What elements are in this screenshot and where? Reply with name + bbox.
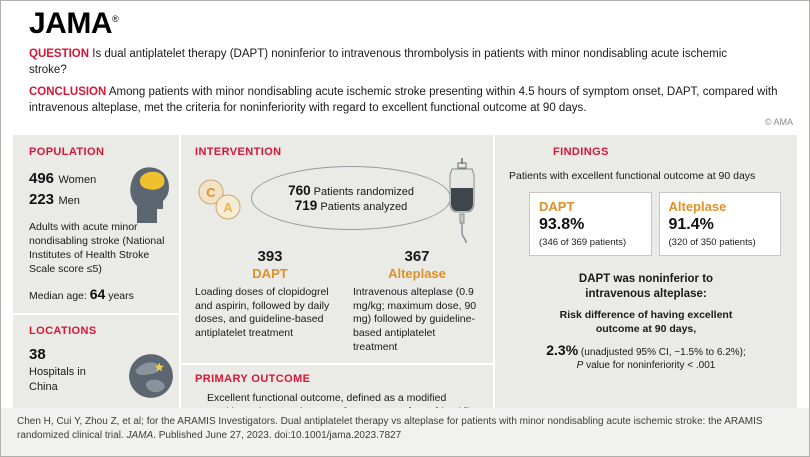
pill-letter-a: A — [223, 200, 233, 215]
conclusion-block: CONCLUSION Among patients with minor non… — [29, 84, 787, 116]
result-alteplase-detail: (320 of 350 patients) — [668, 237, 756, 248]
risk-difference-label: Risk difference of having excellent outc… — [559, 308, 733, 335]
conclusion-text: Among patients with minor nondisabling a… — [29, 86, 778, 115]
men-label: Men — [58, 195, 80, 207]
risk-difference-value: 2.3% — [546, 342, 579, 359]
dapt-name: DAPT — [252, 266, 288, 281]
population-description: Adults with acute minor nondisabling str… — [29, 221, 165, 275]
men-count: 223 — [29, 191, 55, 208]
alteplase-description: Intravenous alteplase (0.9 mg/kg; maximu… — [353, 286, 477, 353]
column-divider — [179, 135, 181, 408]
findings-column: FINDINGS Patients with excellent functio… — [495, 135, 797, 408]
result-box-dapt: DAPT 93.8% (346 of 369 patients) — [529, 192, 652, 256]
women-stat: 496 Women — [29, 170, 119, 188]
treatment-arms: 393 DAPT Loading doses of clopidogrel an… — [195, 248, 481, 354]
findings-subtitle: Patients with excellent functional outco… — [509, 170, 756, 182]
section-divider — [181, 363, 493, 366]
result-dapt-percent: 93.8% — [539, 216, 585, 233]
randomization-oval: 760 Patients randomized 719 Patients ana… — [251, 166, 451, 230]
noninferiority-block: DAPT was noninferior to intravenous alte… — [509, 272, 783, 371]
population-stats: 496 Women 223 Men — [29, 167, 169, 223]
header: JAMA® QUESTION Is dual antiplatelet ther… — [1, 1, 809, 135]
noninferiority-heading: DAPT was noninferior to intravenous alte… — [578, 273, 714, 300]
median-age-unit: years — [108, 290, 134, 303]
pills-icon: C A — [195, 178, 245, 227]
findings-boxes: DAPT 93.8% (346 of 369 patients) Altepla… — [529, 192, 781, 256]
copyright-note: © AMA — [764, 117, 793, 127]
arm-alteplase: 367 Alteplase Intravenous alteplase (0.9… — [353, 248, 481, 354]
arm-dapt: 393 DAPT Loading doses of clopidogrel an… — [195, 248, 345, 354]
globe-icon — [127, 352, 175, 405]
jama-logo-text: JAMA — [29, 7, 113, 40]
question-label: QUESTION — [29, 48, 90, 60]
randomized-count: 760 — [288, 183, 311, 198]
locations-title: LOCATIONS — [29, 325, 97, 338]
citation-journal: JAMA — [126, 430, 154, 442]
citation-part2: . Published June 27, 2023. doi:10.1001/j… — [153, 430, 402, 442]
p-symbol: P — [576, 360, 584, 372]
question-block: QUESTION Is dual antiplatelet therapy (D… — [29, 46, 753, 78]
registered-trademark: ® — [112, 14, 119, 24]
hospitals-count: 38 — [29, 346, 46, 364]
citation: Chen H, Cui Y, Zhou Z, et al; for the AR… — [17, 415, 792, 443]
citation-footer: Chen H, Cui Y, Zhou Z, et al; for the AR… — [1, 408, 809, 456]
result-dapt-detail: (346 of 369 patients) — [539, 237, 627, 248]
randomized-label: Patients randomized — [313, 186, 414, 198]
result-box-alteplase: Alteplase 91.4% (320 of 350 patients) — [658, 192, 781, 256]
men-stat: 223 Men — [29, 191, 119, 209]
analyzed-count: 719 — [294, 198, 318, 213]
intervention-column: INTERVENTION C A 760 Patients randomized… — [181, 135, 493, 433]
population-column: POPULATION 496 Women 223 Men Adults with… — [13, 135, 179, 408]
citation-part1: Chen H, Cui Y, Zhou Z, et al; for the AR… — [17, 416, 763, 442]
result-alteplase-name: Alteplase — [668, 199, 727, 214]
women-label: Women — [58, 174, 97, 186]
alteplase-count: 367 — [404, 248, 430, 265]
question-text: Is dual antiplatelet therapy (DAPT) noni… — [29, 48, 728, 77]
main-panel: POPULATION 496 Women 223 Men Adults with… — [13, 135, 797, 433]
column-divider — [493, 135, 495, 408]
population-title: POPULATION — [29, 146, 105, 158]
median-age-value: 64 — [89, 286, 106, 303]
risk-difference-line: 2.3% (unadjusted 95% CI, −1.5% to 6.2%); — [509, 342, 783, 358]
result-dapt-name: DAPT — [539, 199, 575, 214]
alteplase-name: Alteplase — [388, 266, 446, 281]
p-value-text: value for noninferiority < .001 — [583, 360, 716, 372]
analyzed-label: Patients analyzed — [320, 201, 408, 213]
intervention-title: INTERVENTION — [195, 146, 282, 158]
intervention-visual: C A 760 Patients randomized 719 Patients… — [195, 158, 481, 248]
pill-letter-c: C — [206, 185, 216, 200]
analyzed-line: 719 Patients analyzed — [295, 198, 407, 213]
women-count: 496 — [29, 170, 55, 187]
dapt-count: 393 — [257, 248, 283, 265]
median-age: Median age: 64 years — [29, 286, 169, 302]
median-age-label: Median age: — [29, 290, 87, 303]
iv-bag-icon — [445, 158, 479, 249]
randomized-line: 760 Patients randomized — [288, 183, 414, 198]
risk-difference-ci: (unadjusted 95% CI, −1.5% to 6.2%); — [578, 347, 746, 359]
hospitals-label: Hospitals in China — [29, 366, 86, 393]
locations-block: 38 Hospitals in China — [29, 346, 173, 399]
findings-title: FINDINGS — [553, 146, 609, 158]
section-divider — [13, 313, 179, 316]
primary-outcome-title: PRIMARY OUTCOME — [195, 373, 311, 386]
head-brain-icon — [127, 166, 173, 229]
conclusion-label: CONCLUSION — [29, 86, 107, 99]
result-alteplase-percent: 91.4% — [668, 216, 714, 233]
p-value-line: P value for noninferiority < .001 — [509, 360, 783, 371]
dapt-description: Loading doses of clopidogrel and aspirin… — [195, 286, 330, 339]
jama-logo: JAMA® — [29, 9, 793, 39]
